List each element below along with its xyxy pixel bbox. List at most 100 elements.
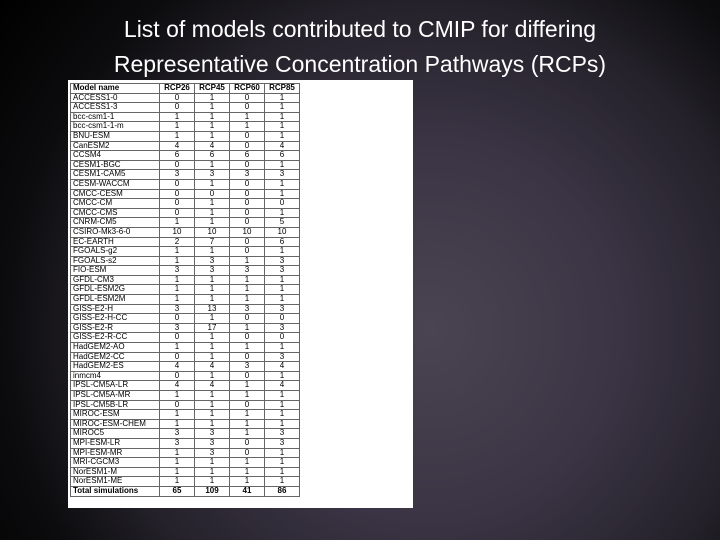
count-cell: 1 (159, 246, 195, 257)
count-cell: 3 (159, 265, 195, 276)
table-row: ACCESS1-3 0 1 0 1 (70, 102, 300, 113)
model-cell: MPI-ESM-LR (70, 437, 160, 449)
count-cell: 0 (229, 178, 265, 190)
count-cell: 0 (159, 102, 195, 113)
count-cell: 1 (229, 409, 265, 420)
count-cell: 1 (194, 294, 230, 305)
model-cell: FGOALS-g2 (70, 246, 160, 257)
table-row: CanESM2 4 4 0 4 (70, 140, 300, 152)
model-cell: CMCC-CM (70, 198, 160, 209)
count-cell: 1 (159, 342, 195, 353)
count-cell: 3 (229, 265, 265, 276)
count-cell: 1 (159, 457, 195, 468)
count-cell: 0 (229, 198, 265, 209)
count-cell: 1 (229, 476, 265, 487)
table-row: Total simulations 65 109 41 86 (70, 485, 300, 497)
count-cell: 1 (159, 294, 195, 305)
count-cell: 1 (194, 130, 230, 142)
count-cell: 0 (229, 130, 265, 142)
count-cell: 6 (264, 150, 300, 161)
count-cell: 1 (194, 313, 230, 324)
count-cell: 10 (264, 226, 300, 238)
count-cell: 3 (264, 437, 300, 449)
model-cell: CCSM4 (70, 150, 160, 161)
table-row: ACCESS1-0 0 1 0 1 (70, 92, 300, 104)
table-row: Model name RCP26 RCP45 RCP60 RCP85 (70, 83, 300, 94)
count-cell: 0 (159, 178, 195, 190)
count-cell: 3 (229, 361, 265, 372)
count-cell: 0 (159, 198, 195, 209)
table-row: CMCC-CESM 0 0 0 1 (70, 188, 300, 200)
count-cell: 0 (229, 246, 265, 257)
count-cell: 109 (194, 485, 230, 497)
count-cell: 1 (194, 409, 230, 420)
count-cell: 0 (229, 217, 265, 228)
count-cell: 10 (194, 226, 230, 238)
count-cell: 1 (159, 476, 195, 487)
count-cell: 1 (264, 130, 300, 142)
model-cell: ACCESS1-3 (70, 102, 160, 113)
count-cell: 86 (264, 485, 300, 497)
count-cell: 1 (159, 409, 195, 420)
model-cell: GISS-E2-H-CC (70, 313, 160, 324)
table-row: BNU-ESM 1 1 0 1 (70, 130, 300, 142)
model-cell: MRI-CGCM3 (70, 457, 160, 468)
models-table: Model name RCP26 RCP45 RCP60 RCP85 ACCESS1-0 0… (70, 83, 300, 497)
count-cell: 3 (194, 265, 230, 276)
model-cell: IPSL-CM5A-MR (70, 390, 160, 401)
table-row: bcc-csm1-1 1 1 1 1 (70, 111, 300, 123)
count-cell: 1 (194, 476, 230, 487)
count-cell: 3 (229, 169, 265, 180)
count-cell: 1 (264, 342, 300, 353)
count-cell: 4 (264, 361, 300, 372)
table-row: CNRM-CM5 1 1 0 5 (70, 217, 300, 228)
model-cell: CSIRO-Mk3-6-0 (70, 226, 160, 238)
table-row: CSIRO-Mk3-6-0 10 10 10 10 (70, 226, 300, 238)
table-row: FIO-ESM 3 3 3 3 (70, 265, 300, 276)
table-row: MIROC-ESM-CHEM 1 1 1 1 (70, 418, 300, 430)
table-row: CCSM4 6 6 6 6 (70, 150, 300, 161)
count-cell: 1 (264, 390, 300, 401)
table-row: MIROC-ESM 1 1 1 1 (70, 409, 300, 420)
count-cell: 1 (264, 457, 300, 468)
count-cell: 6 (194, 150, 230, 161)
count-cell: 3 (194, 437, 230, 449)
table-row: MRI-CGCM3 1 1 1 1 (70, 457, 300, 468)
count-cell: 4 (159, 361, 195, 372)
count-cell: 1 (194, 457, 230, 468)
table-row: CESM-WACCM 0 1 0 1 (70, 178, 300, 190)
table-row: MPI-ESM-LR 3 3 0 3 (70, 437, 300, 449)
count-cell: RCP60 (229, 83, 265, 94)
count-cell: 10 (229, 226, 265, 238)
count-cell: 1 (229, 342, 265, 353)
count-cell: 3 (264, 265, 300, 276)
model-cell: FIO-ESM (70, 265, 160, 276)
count-cell: 0 (229, 437, 265, 449)
count-cell: 3 (159, 169, 195, 180)
count-cell: 1 (264, 102, 300, 113)
count-cell: 5 (264, 217, 300, 228)
table-panel: Model name RCP26 RCP45 RCP60 RCP85 ACCESS1-0 0… (68, 80, 413, 508)
count-cell: 1 (264, 178, 300, 190)
count-cell: 4 (194, 361, 230, 372)
count-cell: RCP85 (264, 83, 300, 94)
table-row: FGOALS-g2 1 1 0 1 (70, 246, 300, 257)
count-cell: 6 (159, 150, 195, 161)
model-cell: MIROC-ESM (70, 409, 160, 420)
table-row: NorESM1-ME 1 1 1 1 (70, 476, 300, 487)
count-cell: 1 (264, 246, 300, 257)
model-cell: HadGEM2-AO (70, 342, 160, 353)
count-cell: 3 (264, 169, 300, 180)
count-cell: 3 (194, 169, 230, 180)
table-row: GISS-E2-H-CC 0 1 0 0 (70, 313, 300, 324)
table-row: HadGEM2-ES 4 4 3 4 (70, 361, 300, 372)
count-cell: 0 (264, 313, 300, 324)
model-cell: NorESM1-ME (70, 476, 160, 487)
model-cell: BNU-ESM (70, 130, 160, 142)
model-cell: Total simulations (70, 485, 160, 497)
count-cell: 1 (159, 390, 195, 401)
count-cell: 1 (264, 294, 300, 305)
count-cell: 65 (159, 485, 195, 497)
model-cell: GFDL-ESM2M (70, 294, 160, 305)
table-row: CESM1-CAM5 3 3 3 3 (70, 169, 300, 180)
